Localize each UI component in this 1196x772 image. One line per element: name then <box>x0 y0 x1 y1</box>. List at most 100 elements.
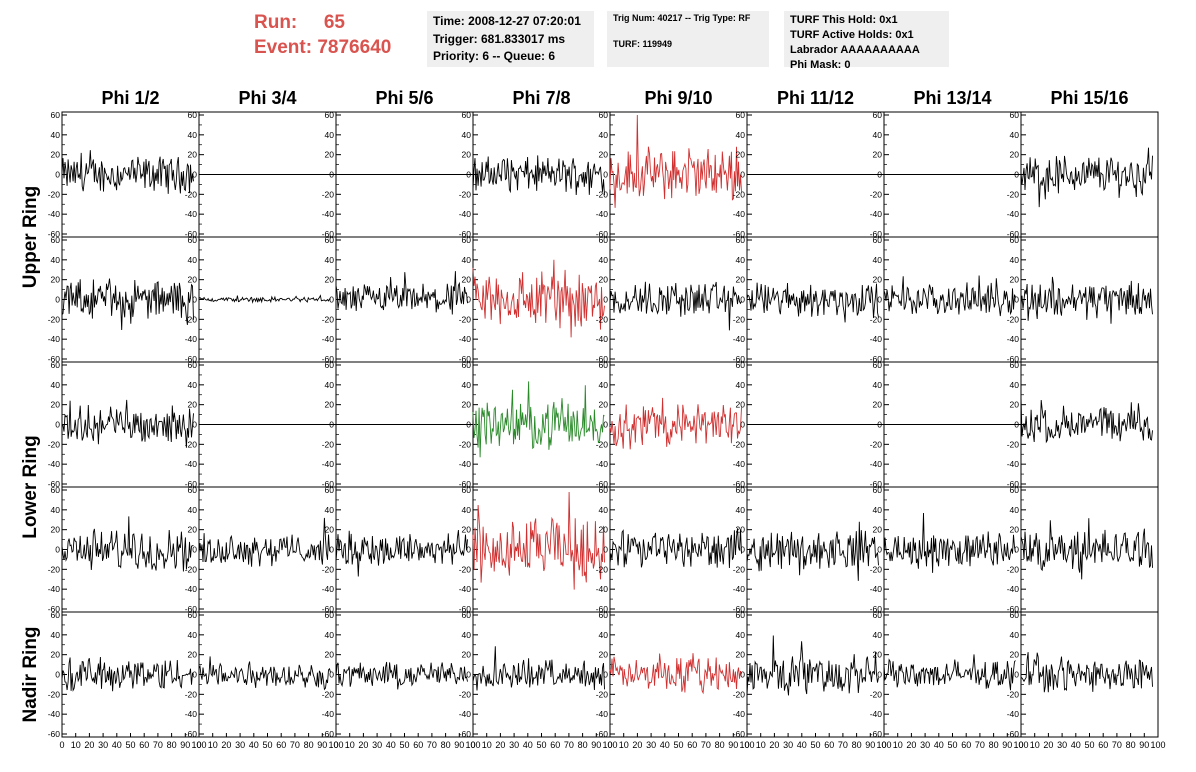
xtick-label-c3-1: 10 <box>345 740 355 750</box>
panel-r5-c2-ytick-label-5: 40 <box>188 630 198 640</box>
panel-r3-c2-ytick-label-6: 60 <box>188 360 198 370</box>
panel-r2-c3-ytick-label-6: 60 <box>325 235 335 245</box>
trigger-line: Trigger: 681.833017 ms <box>433 31 566 46</box>
panel-r5-c4-trace <box>472 646 605 691</box>
panel-r3-c3-ytick-label-4: 20 <box>325 400 335 410</box>
panel-r4-c1-ytick-label-1: -40 <box>48 584 61 594</box>
xtick-label-c1-10: 100 <box>191 740 206 750</box>
panel-r3-c8-ytick-label-3: 0 <box>1014 420 1019 430</box>
panel-r4-c6-ytick-label-4: 20 <box>736 525 746 535</box>
panel-r2-c7-ytick-label-0: -60 <box>870 354 883 364</box>
panel-r1-c8-ytick-label-2: -20 <box>1007 189 1020 199</box>
panel-r1-c7-ytick-label-6: 60 <box>873 110 883 120</box>
panel-r4-c6-ytick-label-2: -20 <box>733 564 746 574</box>
panel-r4-c7-ytick-label-2: -20 <box>870 564 883 574</box>
panel-r2-c1-ytick-label-3: 0 <box>55 295 60 305</box>
panel-r5-c8-ytick-label-3: 0 <box>1014 670 1019 680</box>
trigger-info-box: Trig Num: 40217 -- Trig Type: RF TURF: 1… <box>607 11 769 67</box>
panel-r5-c6-ytick-label-3: 0 <box>740 670 745 680</box>
panel-r3-c3-ytick-label-0: -60 <box>322 479 335 489</box>
xtick-label-c1-4: 40 <box>112 740 122 750</box>
xtick-label-c8-6: 60 <box>1098 740 1108 750</box>
xtick-label-c7-4: 40 <box>934 740 944 750</box>
panel-r1-c5-ytick-label-2: -20 <box>596 189 609 199</box>
panel-r5-c8-ytick-label-2: -20 <box>1007 689 1020 699</box>
panel-r2-c4-ytick-label-0: -60 <box>459 354 472 364</box>
panel-r4-c7-ytick-label-4: 20 <box>873 525 883 535</box>
panel-r1-c8-ytick-label-1: -40 <box>1007 209 1020 219</box>
xtick-label-c1-9: 90 <box>180 740 190 750</box>
panel-r3-c1-ytick-label-1: -40 <box>48 459 61 469</box>
panel-r4-c3-ytick-label-3: 0 <box>329 545 334 555</box>
panel-r2-c7-ytick-label-3: 0 <box>877 295 882 305</box>
panel-r4-c8-ytick-label-4: 20 <box>1010 525 1020 535</box>
panel-r4-c6-ytick-label-0: -60 <box>733 604 746 614</box>
panel-r4-c2-ytick-label-5: 40 <box>188 505 198 515</box>
panel-r5-c6-ytick-label-5: 40 <box>736 630 746 640</box>
panel-r3-c8-ytick-label-5: 40 <box>1010 380 1020 390</box>
panel-r4-c5-ytick-label-1: -40 <box>596 584 609 594</box>
panel-r5-c8-ytick-label-1: -40 <box>1007 709 1020 719</box>
panel-r1-c5-ytick-label-3: 0 <box>603 170 608 180</box>
panel-r4-c7-ytick-label-5: 40 <box>873 505 883 515</box>
panel-r2-c5-trace <box>609 281 742 331</box>
panel-r3-c2-ytick-label-5: 40 <box>188 380 198 390</box>
panel-r5-c4-ytick-label-0: -60 <box>459 729 472 739</box>
column-header-3: Phi 5/6 <box>375 88 433 108</box>
xtick-label-c3-3: 30 <box>372 740 382 750</box>
panel-r2-c3-ytick-label-2: -20 <box>322 314 335 324</box>
panel-r2-c4-ytick-label-4: 20 <box>462 275 472 285</box>
xtick-label-c1-8: 80 <box>167 740 177 750</box>
panel-r3-c2-ytick-label-1: -40 <box>185 459 198 469</box>
panel-r2-c2-ytick-label-6: 60 <box>188 235 198 245</box>
panel-r5-c5-ytick-label-5: 40 <box>599 630 609 640</box>
panel-r5-c3-frame <box>335 611 474 738</box>
panel-r3-c6-ytick-label-3: 0 <box>740 420 745 430</box>
panel-r1-c3-ytick-label-4: 20 <box>325 150 335 160</box>
panel-r1-c1-ytick-label-5: 40 <box>51 130 61 140</box>
panel-r2-c7-ytick-label-5: 40 <box>873 255 883 265</box>
panel-r3-c7-ytick-label-2: -20 <box>870 439 883 449</box>
panel-r2-c2-ytick-label-1: -40 <box>185 334 198 344</box>
panel-r4-c1-ytick-label-6: 60 <box>51 485 61 495</box>
panel-r1-c8-ytick-label-0: -60 <box>1007 229 1020 239</box>
panel-r5-c1-ytick-label-0: -60 <box>48 729 61 739</box>
xtick-label-c3-4: 40 <box>386 740 396 750</box>
panel-r5-c2-ytick-label-4: 20 <box>188 650 198 660</box>
panel-r2-c1-ytick-label-1: -40 <box>48 334 61 344</box>
panel-r3-c1-ytick-label-4: 20 <box>51 400 61 410</box>
panel-r1-c4-ytick-label-3: 0 <box>466 170 471 180</box>
xtick-label-c6-2: 20 <box>769 740 779 750</box>
panel-r3-c3-ytick-label-6: 60 <box>325 360 335 370</box>
ring-label-lower-ring: Lower Ring <box>20 435 41 538</box>
xtick-label-c4-1: 10 <box>482 740 492 750</box>
panel-r2-c5-ytick-label-2: -20 <box>596 314 609 324</box>
column-header-5: Phi 9/10 <box>644 88 712 108</box>
panel-r3-c1-ytick-label-5: 40 <box>51 380 61 390</box>
panel-r1-c8-frame <box>1020 111 1159 238</box>
panel-r1-c3-ytick-label-3: 0 <box>329 170 334 180</box>
panel-r1-c7-ytick-label-3: 0 <box>877 170 882 180</box>
panel-r4-c2-trace <box>198 517 331 567</box>
panel-r5-c8-ytick-label-6: 60 <box>1010 610 1020 620</box>
column-header-8: Phi 15/16 <box>1050 88 1128 108</box>
panel-r2-c1-ytick-label-5: 40 <box>51 255 61 265</box>
panel-r2-c8-ytick-label-0: -60 <box>1007 354 1020 364</box>
panel-r5-c7-ytick-label-5: 40 <box>873 630 883 640</box>
panel-r2-c5-ytick-label-0: -60 <box>596 354 609 364</box>
panel-r4-c8-ytick-label-5: 40 <box>1010 505 1020 515</box>
panel-r3-c4-ytick-label-2: -20 <box>459 439 472 449</box>
panel-r1-c5-ytick-label-4: 20 <box>599 150 609 160</box>
panel-r5-c2-ytick-label-3: 0 <box>192 670 197 680</box>
panel-r5-c6-ytick-label-0: -60 <box>733 729 746 739</box>
panel-r3-c8-ytick-label-4: 20 <box>1010 400 1020 410</box>
panel-r3-c1-ytick-label-3: 0 <box>55 420 60 430</box>
panel-r3-c8-ytick-label-0: -60 <box>1007 479 1020 489</box>
panel-r2-c3-ytick-label-4: 20 <box>325 275 335 285</box>
panel-r4-c2-ytick-label-4: 20 <box>188 525 198 535</box>
panel-r2-c4-ytick-label-5: 40 <box>462 255 472 265</box>
xtick-label-c5-10: 100 <box>739 740 754 750</box>
panel-r2-c6-ytick-label-3: 0 <box>740 295 745 305</box>
panel-r3-c5-ytick-label-1: -40 <box>596 459 609 469</box>
xtick-label-c8-3: 30 <box>1057 740 1067 750</box>
